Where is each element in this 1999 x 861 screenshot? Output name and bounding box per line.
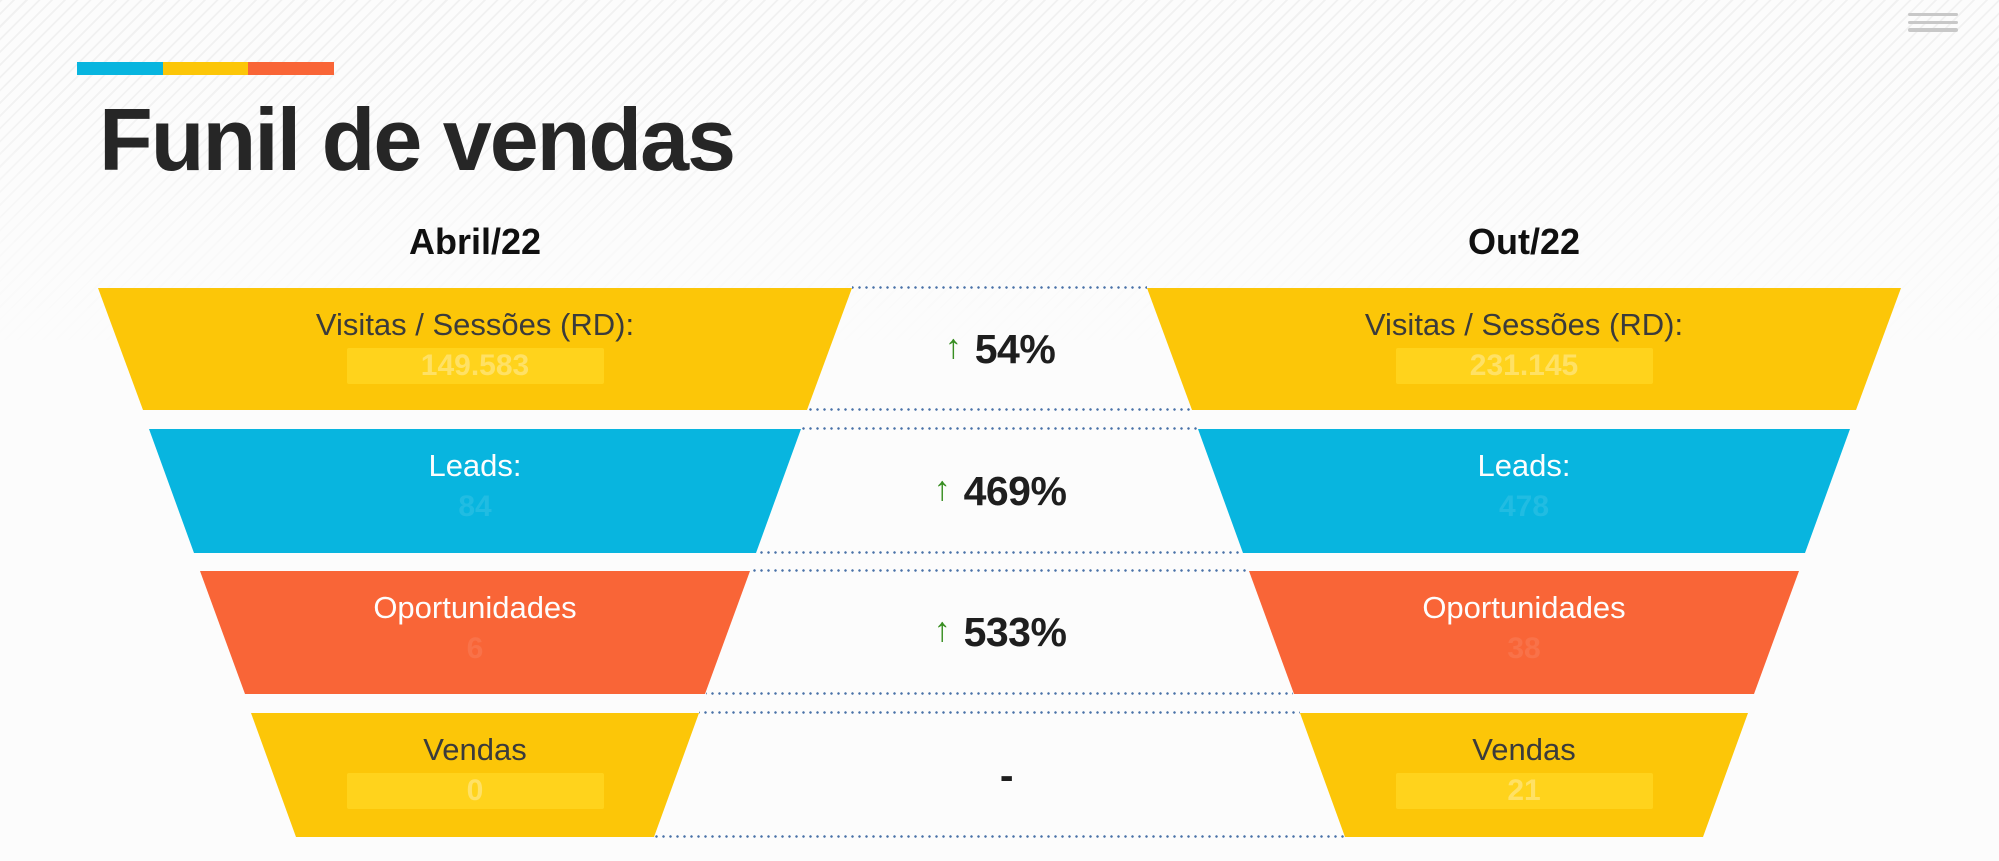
delta-value: 54% [974,325,1056,372]
funnel-left-stage-vendas: Vendas 0 [251,713,699,837]
dotted-connector-line [757,550,1242,555]
dotted-connector-line [808,407,1191,412]
stage-value: 478 [1498,490,1550,523]
dotted-connector-line [801,426,1198,431]
dotted-connector-line [852,285,1147,290]
accent-segment-orange [248,62,335,75]
up-arrow-icon: ↑ [933,611,951,649]
stage-label: Visitas / Sessões (RD): [1364,306,1684,342]
page-title: Funil de vendas [99,90,736,189]
funnel-left-stage-leads: Leads: 84 [149,429,801,553]
menu-bar [1908,20,1958,24]
delta-row-leads: ↑ 469% [810,429,1190,553]
stage-label: Vendas [1472,731,1576,767]
funnel-right-stage-oportunidades: Oportunidades 38 [1249,571,1799,694]
delta-value: - [999,751,1014,798]
delta-value: 469% [963,467,1067,514]
stage-label: Vendas [423,731,527,767]
delta-row-visitas: ↑ 54% [810,288,1190,410]
accent-segment-blue [77,62,163,75]
accent-bar [77,62,335,75]
accent-segment-yellow [162,62,249,75]
stage-value: 6 [466,632,484,665]
menu-bar [1908,28,1958,32]
stage-value: 21 [1396,773,1653,809]
up-arrow-icon: ↑ [944,327,962,366]
funnel-left-stage-visitas: Visitas / Sessões (RD): 149.583 [98,288,852,410]
delta-row-vendas: - [810,713,1190,837]
funnel-right-stage-visitas: Visitas / Sessões (RD): 231.145 [1147,288,1901,410]
stage-label: Leads: [1477,447,1571,483]
stage-label: Visitas / Sessões (RD): [315,306,635,342]
delta-row-oportunidades: ↑ 533% [810,571,1190,694]
dotted-connector-line [699,710,1300,715]
funnel-left-stage-oportunidades: Oportunidades 6 [200,571,750,694]
stage-label: Leads: [428,447,522,483]
delta-value: 533% [963,609,1067,655]
dotted-connector-line [750,568,1249,573]
stage-label: Oportunidades [373,589,577,625]
stage-value: 231.145 [1396,348,1653,384]
stage-value: 38 [1507,632,1541,665]
stage-label: Oportunidades [1422,589,1626,625]
column-header-april: Abril/22 [408,221,542,262]
stage-value: 149.583 [347,348,604,384]
column-header-october: Out/22 [1467,221,1581,262]
menu-bar [1908,13,1958,17]
funnel-right-stage-leads: Leads: 478 [1198,429,1850,553]
hamburger-menu-icon[interactable] [1908,13,1958,33]
dotted-connector-line [706,691,1293,696]
stage-value: 84 [458,490,492,523]
stage-value: 0 [347,773,604,809]
funnel-right-stage-vendas: Vendas 21 [1300,713,1748,837]
dotted-connector-line [654,834,1345,839]
up-arrow-icon: ↑ [933,469,951,508]
